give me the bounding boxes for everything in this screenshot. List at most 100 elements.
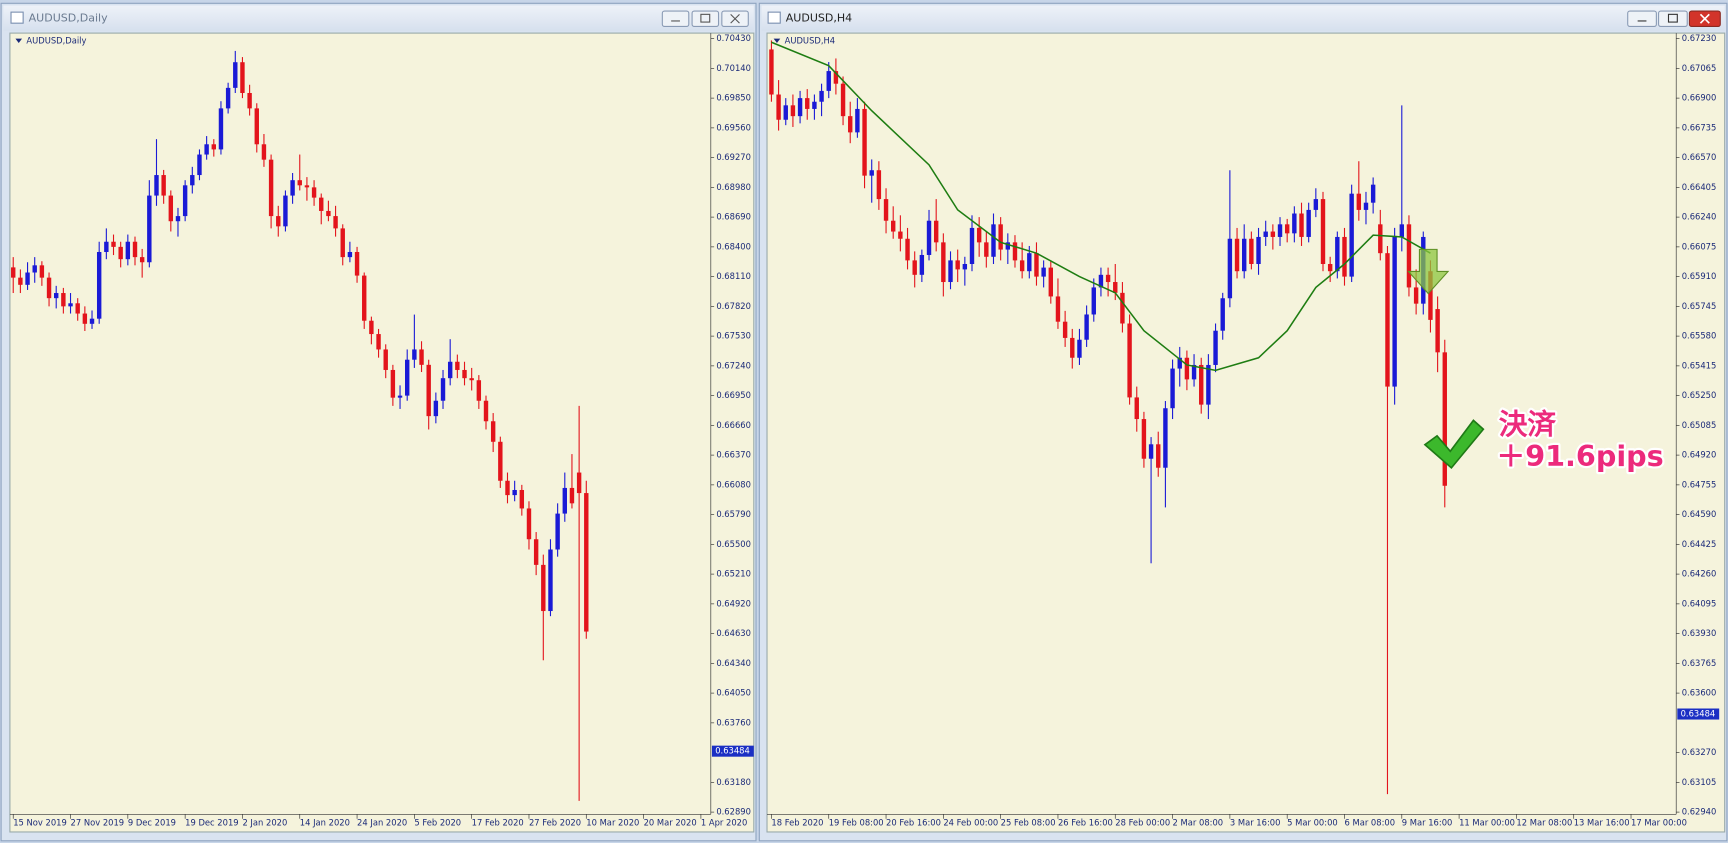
y-tick-label: 0.67240	[716, 360, 751, 370]
minimize-button[interactable]	[1627, 10, 1657, 28]
candle-body	[1428, 271, 1433, 320]
restore-button[interactable]	[691, 10, 720, 28]
candle-body	[1055, 296, 1061, 322]
candle-body	[218, 108, 224, 150]
candle-body	[1213, 330, 1218, 365]
x-tick-label: 5 Feb 2020	[414, 818, 461, 828]
candle-body	[1292, 213, 1297, 234]
candle-body	[96, 251, 102, 319]
y-tick-label: 0.62890	[716, 807, 751, 817]
y-tick-label: 0.69850	[716, 93, 751, 103]
candle-body	[333, 216, 338, 229]
price-tag-label: 0.63484	[715, 746, 750, 756]
candle-body	[1442, 352, 1447, 486]
candle-body	[855, 108, 860, 133]
annotation: ＋91.6pips	[1497, 439, 1664, 473]
y-tick-label: 0.64920	[716, 598, 751, 608]
chart-area	[766, 32, 1726, 833]
candle-body	[1406, 224, 1412, 288]
x-tick-label: 5 Mar 00:00	[1287, 818, 1338, 828]
window-buttons[interactable]	[1627, 10, 1721, 28]
x-tick-label: 2 Mar 08:00	[1173, 818, 1224, 828]
candle-body	[233, 62, 238, 88]
y-tick-label: 0.62940	[1682, 807, 1717, 817]
candle-body	[1435, 309, 1440, 353]
minimize-button[interactable]	[661, 10, 690, 28]
icon	[1699, 13, 1710, 24]
y-tick-label: 0.65250	[1682, 390, 1717, 400]
y-tick-label: 0.66405	[1682, 182, 1717, 192]
candle-body	[1220, 298, 1225, 331]
price-tag	[711, 745, 754, 757]
y-tick-label: 0.66950	[716, 390, 751, 400]
chart-label: AUDUSD,H4	[785, 35, 835, 45]
candle-body	[1413, 287, 1419, 304]
window-buttons[interactable]	[661, 10, 749, 28]
candle-body	[1227, 238, 1233, 299]
x-tick-label: 1 Apr 2020	[701, 818, 747, 828]
candle-body	[1327, 263, 1333, 272]
y-tick-label: 0.65415	[1682, 360, 1717, 370]
candle-body	[826, 71, 831, 91]
candle-body	[548, 549, 553, 612]
y-tick-label: 0.64050	[716, 688, 751, 698]
y-tick-label: 0.64340	[716, 658, 751, 668]
candle-body	[54, 293, 59, 299]
x-tick-label: 2 Jan 2020	[242, 818, 287, 828]
candle-body	[1019, 260, 1025, 272]
candle-body	[1335, 236, 1340, 272]
candle-body	[268, 159, 274, 217]
x-tick-label: 19 Dec 2019	[185, 818, 238, 828]
y-tick-label: 0.64920	[1682, 450, 1717, 460]
candle-body	[562, 487, 567, 514]
candle-body	[254, 108, 259, 145]
candle-body	[1120, 292, 1125, 324]
icon	[1667, 13, 1678, 23]
candle-body	[1127, 323, 1132, 398]
candle-body	[833, 71, 839, 84]
candle-body	[1342, 236, 1347, 277]
x-tick-label: 27 Feb 2020	[529, 818, 581, 828]
candle-body	[168, 195, 174, 222]
candle-body	[483, 400, 489, 422]
x-tick-label: 13 Mar 16:00	[1574, 818, 1630, 828]
restore-button[interactable]	[1658, 10, 1688, 28]
candle-body	[1299, 213, 1304, 237]
candle-body	[569, 487, 575, 504]
candle-body	[919, 254, 925, 275]
candle-body	[132, 241, 138, 258]
candle-body	[161, 175, 166, 196]
candle-body	[426, 364, 431, 417]
candle-body	[104, 241, 109, 252]
candle-body	[1156, 444, 1161, 468]
menu-arrow[interactable]	[773, 38, 781, 44]
x-tick-label: 9 Dec 2019	[128, 818, 176, 828]
candle-body	[1206, 364, 1211, 405]
plots: 0.70430 0.70140 0.69850 0.69560 0.69270 0.689…	[11, 33, 1720, 828]
candle-body	[197, 154, 202, 176]
y-tick-label: 0.65085	[1682, 420, 1717, 430]
y-tick-label: 0.63930	[1682, 628, 1717, 638]
candle-body	[1070, 337, 1075, 358]
candle-body	[933, 220, 939, 243]
candle-body	[769, 49, 774, 95]
candle-body	[1234, 238, 1240, 272]
candle-body	[1349, 193, 1354, 277]
x-tick-label: 17 Feb 2020	[472, 818, 524, 828]
candle-body	[1113, 282, 1118, 293]
candle-body	[1249, 238, 1254, 264]
candle-body	[311, 187, 317, 198]
candle-body	[11, 267, 16, 278]
candle-body	[369, 320, 374, 335]
candle-body	[25, 272, 30, 285]
candle-body	[840, 83, 846, 117]
candle-body	[898, 231, 903, 239]
window-icon	[10, 11, 24, 24]
y-tick-label: 0.63600	[1682, 688, 1717, 698]
x-tick-label: 6 Mar 08:00	[1344, 818, 1395, 828]
y-tick-label: 0.68980	[716, 182, 751, 192]
candle-body	[1048, 267, 1053, 297]
candle-body	[1392, 236, 1397, 387]
menu-arrow[interactable]	[15, 38, 23, 44]
candle-body	[1370, 184, 1376, 203]
